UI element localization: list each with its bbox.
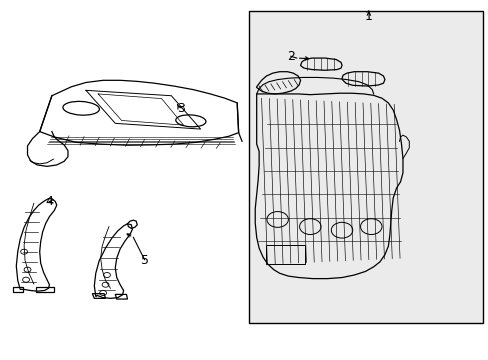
Text: 2: 2: [286, 50, 294, 63]
Text: 1: 1: [364, 10, 372, 23]
Text: 5: 5: [140, 254, 148, 267]
Bar: [266, 244, 305, 264]
Text: 4: 4: [45, 195, 53, 208]
Text: 3: 3: [177, 102, 184, 115]
Bar: [249, 12, 483, 323]
